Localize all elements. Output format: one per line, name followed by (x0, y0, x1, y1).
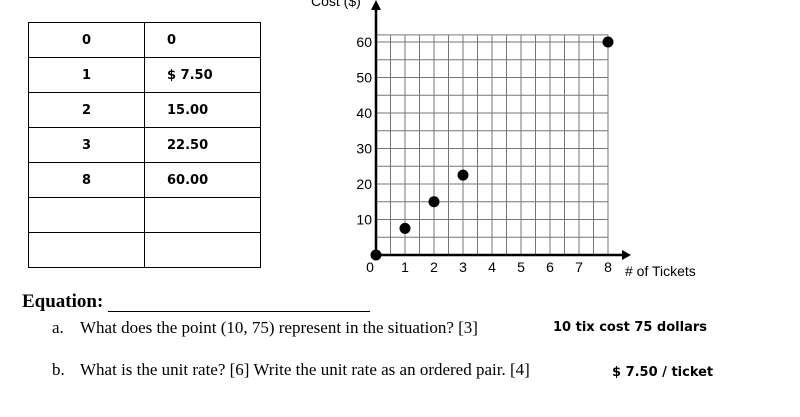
x-tick-label: 7 (575, 259, 583, 275)
y-tick-label: 20 (356, 176, 372, 192)
x-axis-arrow (622, 250, 631, 260)
chart-grid (376, 34, 609, 255)
chart-points (370, 36, 614, 261)
question-b-letter: b. (52, 360, 65, 379)
equation-blank-line (108, 311, 370, 312)
scatter-chart: 0 1 2 3 4 5 6 7 8 10 20 30 40 50 60 Cost ($) # of Tick… (311, 0, 696, 279)
question-a-letter: a. (52, 318, 64, 337)
y-axis-arrow (371, 0, 381, 10)
table-row (28, 232, 261, 268)
data-point (457, 169, 469, 181)
question-b-text: What is the unit rate? [6] Write the uni… (80, 360, 530, 379)
data-point (399, 222, 411, 234)
x-tick-label: 0 (366, 259, 374, 275)
data-point (370, 249, 382, 261)
question-a-text: What does the point (10, 75) represent i… (80, 318, 478, 337)
data-table: 0 0 1 $ 7.50 2 15.00 3 22.50 8 60.00 (28, 22, 261, 268)
x-tick-label: 1 (401, 259, 409, 275)
table-cell-tickets: 2 (28, 92, 145, 128)
table-cell-cost (144, 232, 261, 268)
x-axis-label: # of Tickets (625, 263, 696, 279)
answer-b: $ 7.50 / ticket (612, 365, 714, 380)
table-cell-tickets: 8 (28, 162, 145, 198)
x-tick-label: 6 (546, 259, 554, 275)
y-tick-label: 60 (356, 34, 372, 50)
table-cell-cost (144, 197, 261, 233)
equation-label: Equation: (22, 291, 104, 312)
chart-ticks: 0 1 2 3 4 5 6 7 8 10 20 30 40 50 60 (356, 34, 612, 275)
data-point (602, 36, 614, 48)
table-cell-tickets (28, 197, 145, 233)
y-axis-label: Cost ($) (311, 0, 361, 9)
x-tick-label: 8 (604, 259, 612, 275)
table-row: 2 15.00 (28, 92, 261, 128)
x-tick-label: 2 (430, 259, 438, 275)
y-tick-label: 40 (356, 105, 372, 121)
table-cell-cost: 15.00 (144, 92, 261, 128)
table-row: 3 22.50 (28, 127, 261, 163)
answer-a: 10 tix cost 75 dollars (553, 320, 708, 335)
x-tick-label: 4 (488, 259, 496, 275)
chart-axes (371, 0, 631, 260)
data-point (428, 196, 440, 208)
x-tick-label: 3 (459, 259, 467, 275)
y-tick-label: 10 (356, 212, 372, 228)
y-tick-label: 30 (356, 141, 372, 157)
table-cell-tickets: 3 (28, 127, 145, 163)
table-cell-cost: 22.50 (144, 127, 261, 163)
x-tick-label: 5 (517, 259, 525, 275)
y-tick-label: 50 (356, 70, 372, 86)
table-row (28, 197, 261, 233)
